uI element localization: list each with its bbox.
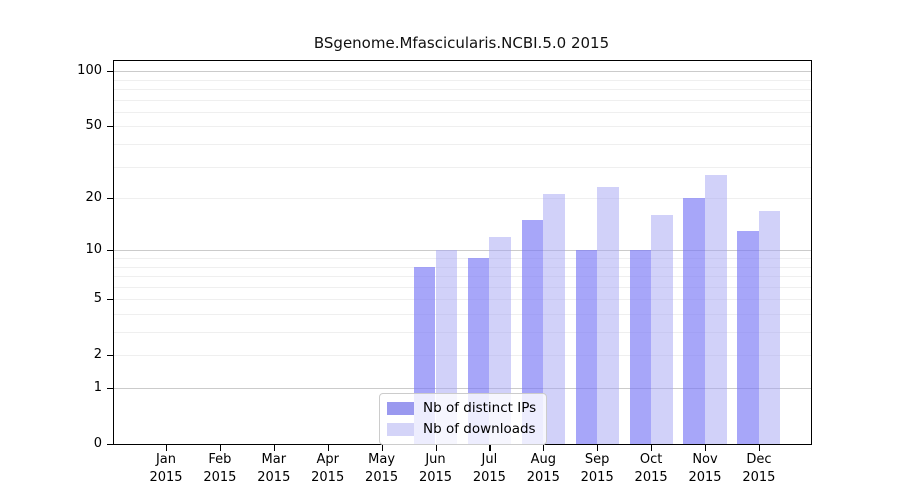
gridline-3 xyxy=(114,332,811,333)
gridline-60 xyxy=(114,111,811,113)
y-tick-mark-1 xyxy=(107,388,113,390)
y-tick-label-20: 20 xyxy=(85,190,102,205)
y-tick-mark-20 xyxy=(107,198,113,200)
gridline-9 xyxy=(114,258,811,259)
x-tick-label-aug: Aug 2015 xyxy=(526,452,560,485)
x-tick-mark-mar xyxy=(273,445,275,451)
gridline-2 xyxy=(114,355,811,357)
gridline-7 xyxy=(114,276,811,277)
x-tick-mark-jan xyxy=(166,445,168,451)
x-tick-label-apr: Apr 2015 xyxy=(311,452,345,485)
y-tick-label-1: 1 xyxy=(93,380,102,395)
bar-nb-of-downloads-aug xyxy=(543,194,565,444)
gridline-5 xyxy=(114,299,811,301)
bar-nb-of-distinct-ips-oct xyxy=(629,250,652,444)
legend-item-downloads: Nb of downloads xyxy=(387,421,536,437)
plot-area: 100 50 20 10 5 2 1 0 Jan 2015 Feb 2015 Mar 2015 Ap… xyxy=(77,60,812,485)
x-tick-label-jun: Jun 2015 xyxy=(418,452,453,485)
gridline-6 xyxy=(114,286,811,288)
bar-nb-of-distinct-ips-sep xyxy=(575,250,598,444)
y-tick-label-5: 5 xyxy=(93,291,102,307)
bar-nb-of-distinct-ips-dec xyxy=(737,230,759,444)
y-tick-mark-100 xyxy=(107,71,113,73)
bar-nb-of-downloads-oct xyxy=(651,215,673,444)
bar-nb-of-downloads-jul xyxy=(489,236,511,444)
legend-label-distinct-ips: Nb of distinct IPs xyxy=(423,400,537,416)
x-tick-label-oct: Oct 2015 xyxy=(634,452,668,485)
x-tick-label-mar: Mar 2015 xyxy=(257,452,291,485)
x-tick-label-jul: Jul 2015 xyxy=(472,452,506,485)
x-tick-mark-sep xyxy=(597,445,599,451)
y-tick-label-2: 2 xyxy=(93,347,102,363)
gridline-70 xyxy=(114,99,811,101)
gridline-90 xyxy=(114,79,811,81)
legend-label-downloads: Nb of downloads xyxy=(423,421,536,437)
y-tick-label-100: 100 xyxy=(77,63,102,79)
x-tick-mark-jul xyxy=(489,445,491,451)
gridline-20 xyxy=(114,198,811,199)
distinct-ips-swatch-icon xyxy=(387,401,414,415)
bar-nb-of-distinct-ips-nov xyxy=(683,198,705,444)
y-tick-label-50: 50 xyxy=(85,118,102,134)
bar-nb-of-downloads-dec xyxy=(758,210,781,444)
x-tick-label-may: May 2015 xyxy=(365,452,399,485)
x-tick-mark-nov xyxy=(705,445,707,451)
gridline-10 xyxy=(114,250,811,252)
bar-nb-of-distinct-ips-aug xyxy=(521,220,544,444)
y-tick-mark-5 xyxy=(107,299,113,301)
gridline-30 xyxy=(114,166,811,168)
x-tick-label-sep: Sep 2015 xyxy=(580,452,614,485)
gridline-4 xyxy=(114,314,811,315)
y-tick-mark-0 xyxy=(107,444,113,446)
bar-nb-of-downloads-nov xyxy=(705,174,727,444)
bar-nb-of-downloads-sep xyxy=(597,187,619,444)
y-tick-label-10: 10 xyxy=(85,242,102,258)
x-tick-label-dec: Dec 2015 xyxy=(742,452,776,485)
legend-item-distinct-ips: Nb of distinct IPs xyxy=(387,400,536,416)
y-tick-mark-50 xyxy=(107,126,113,128)
legend: Nb of distinct IPs Nb of downloads xyxy=(379,393,548,445)
chart-title: BSgenome.Mfascicularis.NCBI.5.0 2015 xyxy=(313,34,610,52)
gridline-8 xyxy=(114,266,811,268)
gridline-80 xyxy=(114,88,811,90)
downloads-swatch-icon xyxy=(387,422,414,436)
gridline-40 xyxy=(114,143,811,145)
gridline-50 xyxy=(114,126,811,128)
gridline-1 xyxy=(114,388,811,389)
y-tick-mark-2 xyxy=(107,355,113,357)
x-tick-mark-may xyxy=(381,445,383,451)
gridline-100 xyxy=(114,71,811,73)
x-tick-label-jan: Jan 2015 xyxy=(149,452,183,485)
x-tick-label-nov: Nov 2015 xyxy=(688,452,722,485)
x-tick-mark-oct xyxy=(651,445,653,451)
x-tick-label-feb: Feb 2015 xyxy=(203,452,237,485)
x-tick-mark-jun xyxy=(435,445,437,451)
x-tick-mark-feb xyxy=(219,445,222,451)
y-tick-mark-10 xyxy=(107,250,113,252)
x-tick-mark-aug xyxy=(543,445,545,451)
y-tick-label-0: 0 xyxy=(93,436,102,451)
x-tick-mark-dec xyxy=(758,445,761,451)
x-tick-mark-apr xyxy=(327,445,329,451)
